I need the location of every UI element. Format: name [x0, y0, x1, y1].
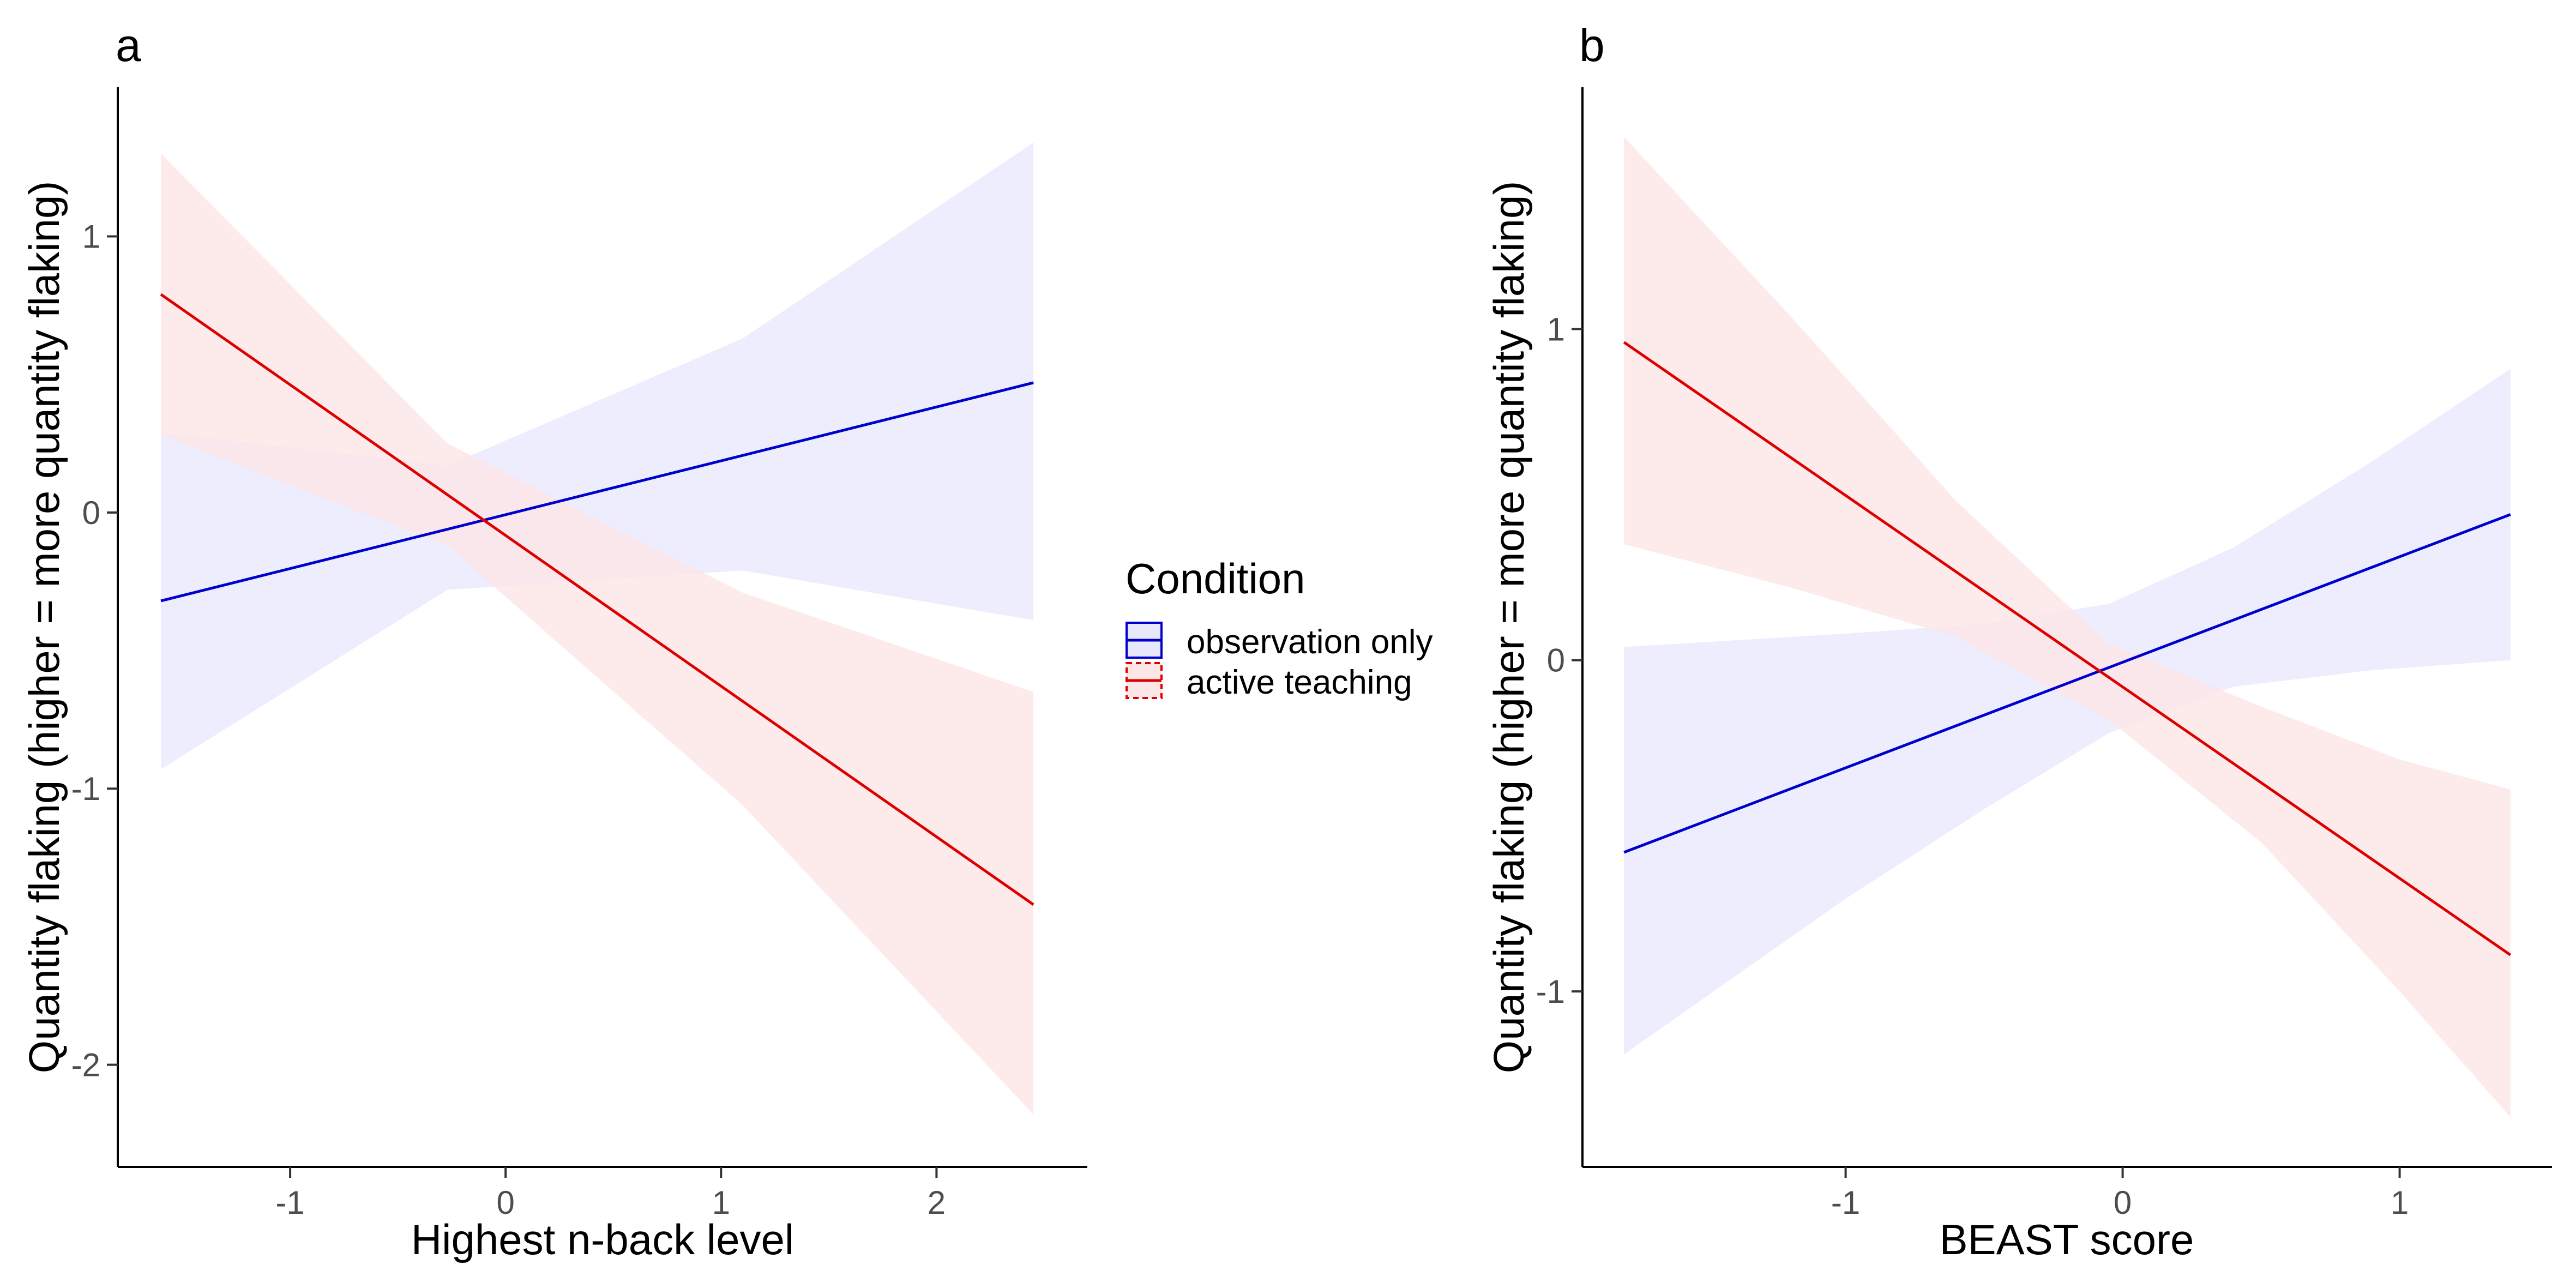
panel-a-x-tick-label: -1 [275, 1184, 304, 1221]
panel-b-x-tick-label: 1 [2391, 1184, 2409, 1221]
panel-b-y-ticks: -1 0 1 [1536, 311, 1582, 1010]
panel-b-ci-band-observation-only [1624, 369, 2511, 1055]
panel-a-y-tick-label: -2 [71, 1047, 100, 1084]
legend-label-active-teaching: active teaching [1187, 664, 1412, 701]
panel-a-lines [160, 293, 1034, 906]
panel-b-letter: b [1579, 20, 1605, 71]
panel-a-bands [161, 142, 1034, 1115]
panel-a-ci-band-active-teaching [161, 153, 1034, 1115]
panel-a-y-axis-title: Quantity flaking (higher = more quantity… [20, 181, 68, 1074]
panel-b-line-observation-only [1623, 513, 2511, 854]
panel-b-x-tick-label: -1 [1831, 1184, 1860, 1221]
panel-b: b -1 0 1 -1 0 1 BEAST score Quantity flaking… [1485, 20, 2552, 1263]
panel-a-y-tick-label: -1 [71, 771, 100, 807]
legend-title: Condition [1126, 555, 1305, 603]
panel-b-y-axis-title: Quantity flaking (higher = more quantity… [1485, 181, 1533, 1074]
panel-a-ci-band-observation-only [161, 142, 1034, 769]
panel-a-y-tick-label: 1 [82, 218, 100, 255]
panel-b-x-ticks: -1 0 1 [1831, 1167, 2409, 1221]
legend-item-observation-only: observation only [1126, 622, 1433, 661]
panel-a-letter: a [116, 20, 141, 71]
panel-b-y-tick-label: 1 [1547, 311, 1565, 347]
panel-b-line-active-teaching [1623, 341, 2512, 956]
panel-b-x-tick-label: 0 [2114, 1184, 2132, 1221]
panel-a: a -1 0 1 2 -2 -1 0 1 Highest n-back level Quan… [20, 20, 1087, 1263]
legend-label-observation-only: observation only [1187, 623, 1433, 661]
panel-a-y-ticks: -2 -1 0 1 [71, 218, 118, 1084]
panel-b-y-tick-label: -1 [1536, 973, 1565, 1010]
panel-a-line-active-teaching [160, 293, 1034, 906]
panel-a-x-axis-title: Highest n-back level [411, 1215, 794, 1263]
panel-b-lines [1623, 341, 2512, 956]
panel-a-x-tick-label: 2 [928, 1184, 946, 1221]
legend-item-active-teaching: active teaching [1126, 662, 1412, 701]
panel-b-ci-band-active-teaching [1624, 137, 2511, 1117]
legend: Condition observation only active teachi… [1126, 555, 1433, 701]
panel-b-bands [1624, 137, 2511, 1117]
panel-a-x-ticks: -1 0 1 2 [275, 1167, 946, 1221]
panel-b-x-axis-title: BEAST score [1940, 1215, 2194, 1263]
panel-a-x-tick-label: 1 [712, 1184, 730, 1221]
panel-b-y-tick-label: 0 [1547, 642, 1565, 679]
panel-a-y-tick-label: 0 [82, 495, 100, 531]
panel-a-x-tick-label: 0 [497, 1184, 515, 1221]
panel-a-line-observation-only [160, 381, 1034, 603]
